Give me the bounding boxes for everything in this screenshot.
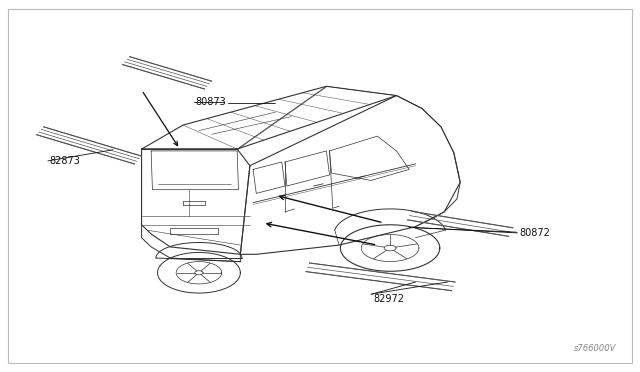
- Text: 82873: 82873: [49, 156, 80, 166]
- Text: s766000V: s766000V: [574, 344, 616, 353]
- Text: 82972: 82972: [373, 294, 404, 304]
- Text: 80873: 80873: [196, 97, 227, 107]
- Text: 80872: 80872: [520, 228, 550, 238]
